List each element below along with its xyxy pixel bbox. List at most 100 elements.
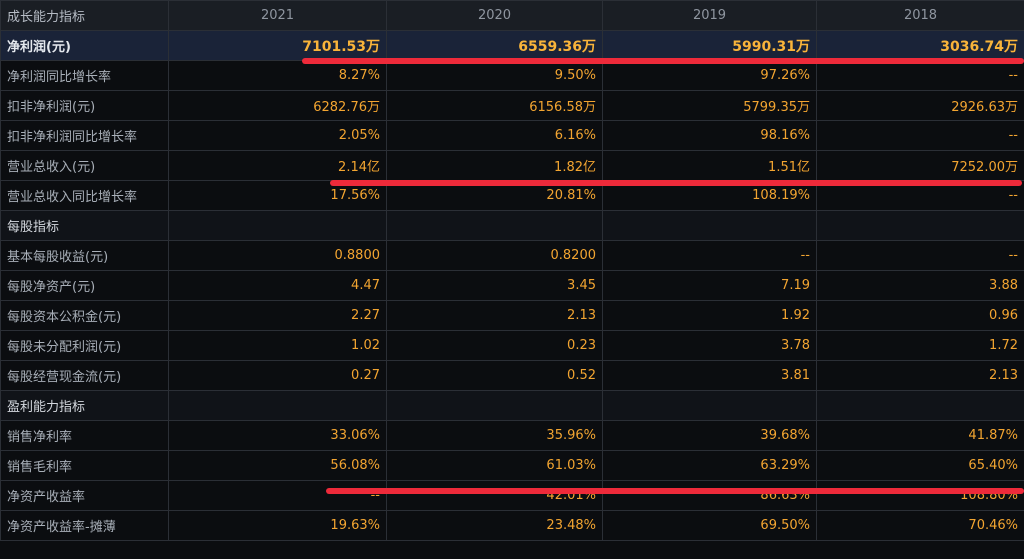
table-row: 每股资本公积金(元) 2.27 2.13 1.92 0.96 bbox=[0, 300, 1024, 331]
cell-value: 0.8200 bbox=[386, 240, 603, 271]
cell-value: 23.48% bbox=[386, 510, 603, 541]
cell-value: -- bbox=[168, 480, 387, 511]
cell-value: 61.03% bbox=[386, 450, 603, 481]
cell-value: 1.82亿 bbox=[386, 150, 603, 181]
table-row: 每股未分配利润(元) 1.02 0.23 3.78 1.72 bbox=[0, 330, 1024, 361]
cell-value: 0.27 bbox=[168, 360, 387, 391]
cell-value: 7.19 bbox=[602, 270, 817, 301]
row-label: 营业总收入同比增长率 bbox=[0, 180, 169, 211]
annotation-underline-net-profit bbox=[302, 58, 1024, 64]
cell-value: 7252.00万 bbox=[816, 150, 1024, 181]
cell-value bbox=[386, 210, 603, 241]
cell-value: 4.47 bbox=[168, 270, 387, 301]
row-label: 扣非净利润同比增长率 bbox=[0, 120, 169, 151]
cell-value: 70.46% bbox=[816, 510, 1024, 541]
table-row: 净资产收益率 -- 42.01% 86.63% 108.80% bbox=[0, 480, 1024, 511]
year-header-2019[interactable]: 2019 bbox=[602, 0, 817, 31]
cell-value: -- bbox=[816, 120, 1024, 151]
section-title: 盈利能力指标 bbox=[0, 390, 169, 421]
section-row-per-share: 每股指标 bbox=[0, 210, 1024, 241]
section-row-profitability: 盈利能力指标 bbox=[0, 390, 1024, 421]
cell-value bbox=[168, 210, 387, 241]
cell-value: -- bbox=[602, 240, 817, 271]
cell-value bbox=[602, 390, 817, 421]
cell-value: 6559.36万 bbox=[386, 30, 603, 61]
table-row: 基本每股收益(元) 0.8800 0.8200 -- -- bbox=[0, 240, 1024, 271]
cell-value: 2.13 bbox=[386, 300, 603, 331]
row-label: 基本每股收益(元) bbox=[0, 240, 169, 271]
row-label: 营业总收入(元) bbox=[0, 150, 169, 181]
cell-value bbox=[386, 390, 603, 421]
row-label: 每股未分配利润(元) bbox=[0, 330, 169, 361]
cell-value: 41.87% bbox=[816, 420, 1024, 451]
table-row-net-profit: 净利润(元) 7101.53万 6559.36万 5990.31万 3036.7… bbox=[0, 30, 1024, 61]
row-label: 销售毛利率 bbox=[0, 450, 169, 481]
cell-value bbox=[168, 390, 387, 421]
cell-value: 69.50% bbox=[602, 510, 817, 541]
header-title: 成长能力指标 bbox=[0, 0, 169, 31]
cell-value: 2926.63万 bbox=[816, 90, 1024, 121]
table-row: 销售毛利率 56.08% 61.03% 63.29% 65.40% bbox=[0, 450, 1024, 481]
annotation-underline-revenue bbox=[330, 180, 1022, 186]
table-row: 每股净资产(元) 4.47 3.45 7.19 3.88 bbox=[0, 270, 1024, 301]
cell-value: 1.02 bbox=[168, 330, 387, 361]
cell-value: 86.63% bbox=[602, 480, 817, 511]
cell-value: 3.78 bbox=[602, 330, 817, 361]
row-label: 净资产收益率 bbox=[0, 480, 169, 511]
row-label: 净利润(元) bbox=[0, 30, 169, 61]
row-label: 净资产收益率-摊薄 bbox=[0, 510, 169, 541]
cell-value: 19.63% bbox=[168, 510, 387, 541]
cell-value: 56.08% bbox=[168, 450, 387, 481]
cell-value: 65.40% bbox=[816, 450, 1024, 481]
row-label: 每股经营现金流(元) bbox=[0, 360, 169, 391]
year-header-2018[interactable]: 2018 bbox=[816, 0, 1024, 31]
cell-value: 39.68% bbox=[602, 420, 817, 451]
cell-value: 9.50% bbox=[386, 60, 603, 91]
cell-value: 0.8800 bbox=[168, 240, 387, 271]
cell-value: 97.26% bbox=[602, 60, 817, 91]
row-label: 每股资本公积金(元) bbox=[0, 300, 169, 331]
table-row: 营业总收入(元) 2.14亿 1.82亿 1.51亿 7252.00万 bbox=[0, 150, 1024, 181]
table-row: 每股经营现金流(元) 0.27 0.52 3.81 2.13 bbox=[0, 360, 1024, 391]
table-row: 净利润同比增长率 8.27% 9.50% 97.26% -- bbox=[0, 60, 1024, 91]
cell-value: 42.01% bbox=[386, 480, 603, 511]
table-row: 净资产收益率-摊薄 19.63% 23.48% 69.50% 70.46% bbox=[0, 510, 1024, 541]
cell-value: 63.29% bbox=[602, 450, 817, 481]
table-row: 销售净利率 33.06% 35.96% 39.68% 41.87% bbox=[0, 420, 1024, 451]
cell-value: 35.96% bbox=[386, 420, 603, 451]
cell-value: 98.16% bbox=[602, 120, 817, 151]
cell-value bbox=[816, 390, 1024, 421]
year-header-2020[interactable]: 2020 bbox=[386, 0, 603, 31]
cell-value: 5990.31万 bbox=[602, 30, 817, 61]
annotation-underline-gross-margin bbox=[326, 488, 1024, 494]
cell-value: 108.80% bbox=[816, 480, 1024, 511]
cell-value: 2.14亿 bbox=[168, 150, 387, 181]
cell-value: 3.81 bbox=[602, 360, 817, 391]
section-title: 每股指标 bbox=[0, 210, 169, 241]
cell-value: 0.96 bbox=[816, 300, 1024, 331]
cell-value: 33.06% bbox=[168, 420, 387, 451]
cell-value bbox=[602, 210, 817, 241]
cell-value: 3036.74万 bbox=[816, 30, 1024, 61]
cell-value: 3.88 bbox=[816, 270, 1024, 301]
cell-value: 1.72 bbox=[816, 330, 1024, 361]
table-header-row: 成长能力指标 2021 2020 2019 2018 bbox=[0, 0, 1024, 31]
cell-value: 1.92 bbox=[602, 300, 817, 331]
cell-value: 0.52 bbox=[386, 360, 603, 391]
cell-value: 1.51亿 bbox=[602, 150, 817, 181]
cell-value: 0.23 bbox=[386, 330, 603, 361]
cell-value bbox=[816, 210, 1024, 241]
row-label: 扣非净利润(元) bbox=[0, 90, 169, 121]
row-label: 销售净利率 bbox=[0, 420, 169, 451]
cell-value: 7101.53万 bbox=[168, 30, 387, 61]
year-header-2021[interactable]: 2021 bbox=[168, 0, 387, 31]
financial-table: 成长能力指标 2021 2020 2019 2018 净利润(元) 7101.5… bbox=[0, 0, 1024, 541]
cell-value: 2.27 bbox=[168, 300, 387, 331]
table-row: 扣非净利润同比增长率 2.05% 6.16% 98.16% -- bbox=[0, 120, 1024, 151]
table-row: 扣非净利润(元) 6282.76万 6156.58万 5799.35万 2926… bbox=[0, 90, 1024, 121]
row-label: 净利润同比增长率 bbox=[0, 60, 169, 91]
cell-value: 6156.58万 bbox=[386, 90, 603, 121]
cell-value: 6.16% bbox=[386, 120, 603, 151]
row-label: 每股净资产(元) bbox=[0, 270, 169, 301]
